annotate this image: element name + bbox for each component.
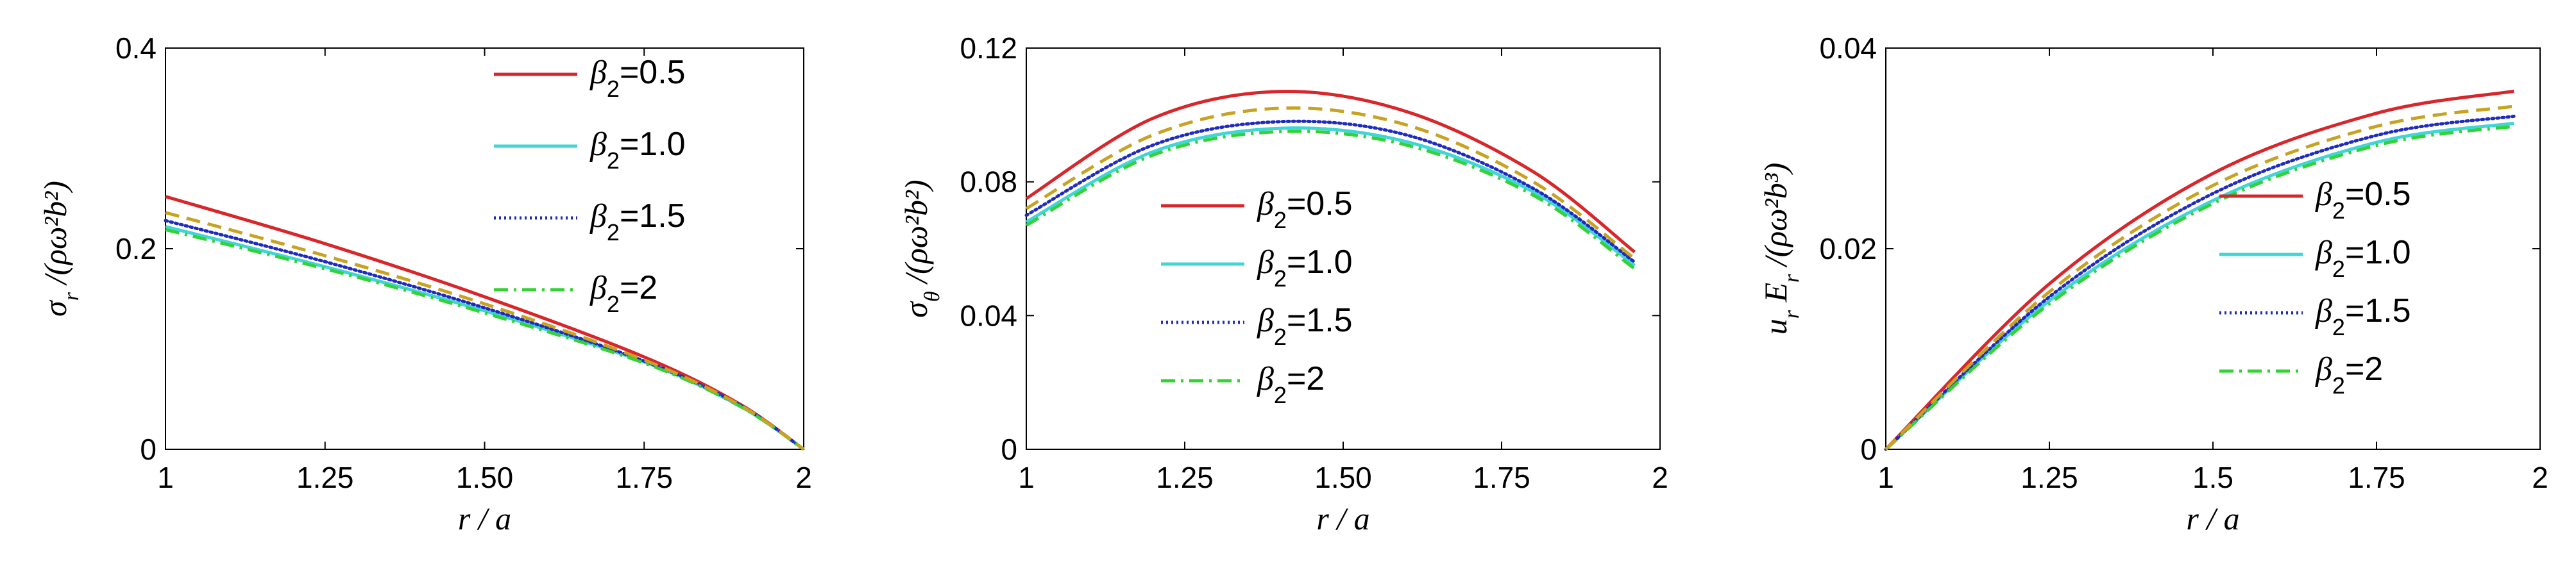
x-tick-label: 1.50 [1314,461,1372,494]
y-tick-label: 0.04 [960,299,1017,332]
legend-label: β2=1.5 [1257,302,1353,350]
x-tick-label: 1 [1018,461,1035,494]
x-tick-label: 2 [1652,461,1668,494]
series-line-4 [1025,129,1636,270]
x-tick-label: 1 [1877,461,1894,494]
x-tick-label: 1.5 [2192,461,2233,494]
chart-panel-3: 1 1.25 1.5 1.75 2 0 0.02 0.04 r / a ur Er /(ρω²b³… [1758,31,2548,536]
y-tick-label: 0.02 [1819,232,1877,265]
x-tick-label: 1.25 [296,461,354,494]
x-axis-label: r / a [458,501,511,536]
x-axis-label: r / a [2186,501,2239,536]
x-tick-label: 1 [157,461,174,494]
x-tick-label: 1.50 [456,461,514,494]
legend-label: β2=1.5 [589,197,686,245]
y-axis-label: σr /(ρω²b²) [37,181,83,317]
x-axis-label: r / a [1316,501,1369,536]
chart-panel-1: 1 1.25 1.50 1.75 2 0 0.2 0.4 r / a σr /(ρω²b²) β2=… [37,31,812,536]
legend-label: β2=0.5 [2315,176,2411,224]
series-line-1 [1885,89,2514,451]
y-axis-label: σθ /(ρω²b²) [898,179,944,317]
y-tick-label: 0.12 [960,31,1017,65]
y-tick-label: 0.08 [960,165,1017,199]
series-line-2 [1025,126,1636,267]
y-tick-label: 0.4 [115,31,157,65]
y-tick-label: 0.04 [1819,31,1877,65]
x-tick-label: 1.75 [615,461,673,494]
legend-label: β2=1.0 [589,126,686,174]
series-line-4 [165,228,805,451]
legend-label: β2=1.5 [2315,292,2411,340]
series-line-5 [1885,104,2514,451]
x-tick-label: 2 [795,461,812,494]
x-tick-label: 2 [2532,461,2548,494]
series-line-1 [165,195,805,451]
legend-label: β2=2 [589,269,657,317]
chart-panel-2: 1 1.25 1.50 1.75 2 0 0.04 0.08 0.12 r / a σθ /(ρω²… [898,31,1668,536]
x-tick-label: 1.25 [1156,461,1214,494]
legend-label: β2=2 [2315,351,2383,399]
x-tick-label: 1.25 [2021,461,2078,494]
x-tick-label: 1.75 [2348,461,2405,494]
series-line-3 [164,219,806,451]
series-line-5 [165,211,805,451]
y-tick-label: 0.2 [115,232,157,265]
series-line-3 [1024,119,1636,264]
series-line-5 [1025,106,1636,260]
series-line-2 [165,225,805,451]
series-line-2 [1885,121,2514,451]
series-line-3 [1884,114,2516,451]
legend-label: β2=0.5 [1257,185,1353,233]
y-tick-label: 0 [1860,433,1877,466]
legend-label: β2=1.0 [1257,244,1353,292]
legend-label: β2=1.0 [2315,234,2411,282]
y-axis-label: ur Er /(ρω²b³) [1758,163,1804,335]
plot-frame [1885,47,2541,450]
legend-label: β2=2 [1257,360,1325,408]
series-line-4 [1885,124,2514,451]
legend-label: β2=0.5 [589,54,686,102]
x-tick-label: 1.75 [1473,461,1530,494]
y-tick-label: 0 [1001,433,1017,466]
series-line-1 [1025,90,1636,254]
y-tick-label: 0 [140,433,157,466]
